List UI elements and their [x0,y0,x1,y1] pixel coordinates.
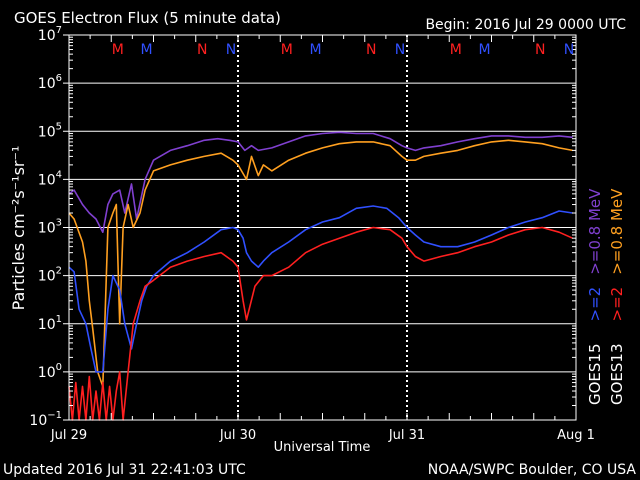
y-axis-ticks: 10−1 100 101 102 103 104 105 106 107 [29,25,576,429]
x-tick-label: Jul 29 [50,428,87,443]
y-tick-label: 10−1 [29,410,62,429]
mn-marker: M [478,42,490,58]
x-tick-label: Aug 1 [557,428,595,443]
mn-marker: M [112,42,124,58]
mn-marker: M [140,42,152,58]
x-tick-label: Jul 31 [388,428,425,443]
series-line [68,226,573,421]
mn-marker: N [395,42,405,58]
y-tick-label: 105 [38,121,62,140]
mn-marker: M [309,42,321,58]
y-tick-label: 104 [38,169,62,188]
legend-goes15: GOES15>=2>=0.8 MeV [586,188,604,405]
mn-marker: N [197,42,207,58]
footer-updated: Updated 2016 Jul 31 22:41:03 UTC [3,462,246,478]
mn-marker: M [281,42,293,58]
legend-goes13: GOES13>=2>=0.8 MeV [608,188,626,405]
chart-title: GOES Electron Flux (5 minute data) [14,9,281,27]
chart-grid [69,34,576,421]
chart-series [68,131,573,421]
mn-marker: N [564,42,574,58]
y-tick-label: 102 [38,266,62,285]
y-tick-label: 101 [38,314,62,333]
y-tick-label: 107 [38,25,62,44]
mn-marker: N [366,42,376,58]
mn-marker: N [535,42,545,58]
series-line [68,131,573,233]
series-line [68,205,573,373]
y-tick-label: 106 [38,73,62,92]
footer-credit: NOAA/SWPC Boulder, CO USA [428,462,637,478]
begin-label: Begin: 2016 Jul 29 0000 UTC [425,17,626,33]
y-tick-label: 100 [38,362,62,381]
x-axis-ticks: Jul 29 Jul 30 Jul 31 Aug 1 [50,35,595,443]
y-tick-label: 103 [38,218,62,237]
x-axis-label: Universal Time [274,440,371,455]
day-boundary-lines [237,35,408,420]
y-axis-label: Particles cm⁻²s⁻¹sr⁻¹ [9,146,28,311]
mn-marker: M [450,42,462,58]
mn-marker: N [226,42,236,58]
x-tick-label: Jul 30 [219,428,256,443]
series-line [68,139,573,388]
